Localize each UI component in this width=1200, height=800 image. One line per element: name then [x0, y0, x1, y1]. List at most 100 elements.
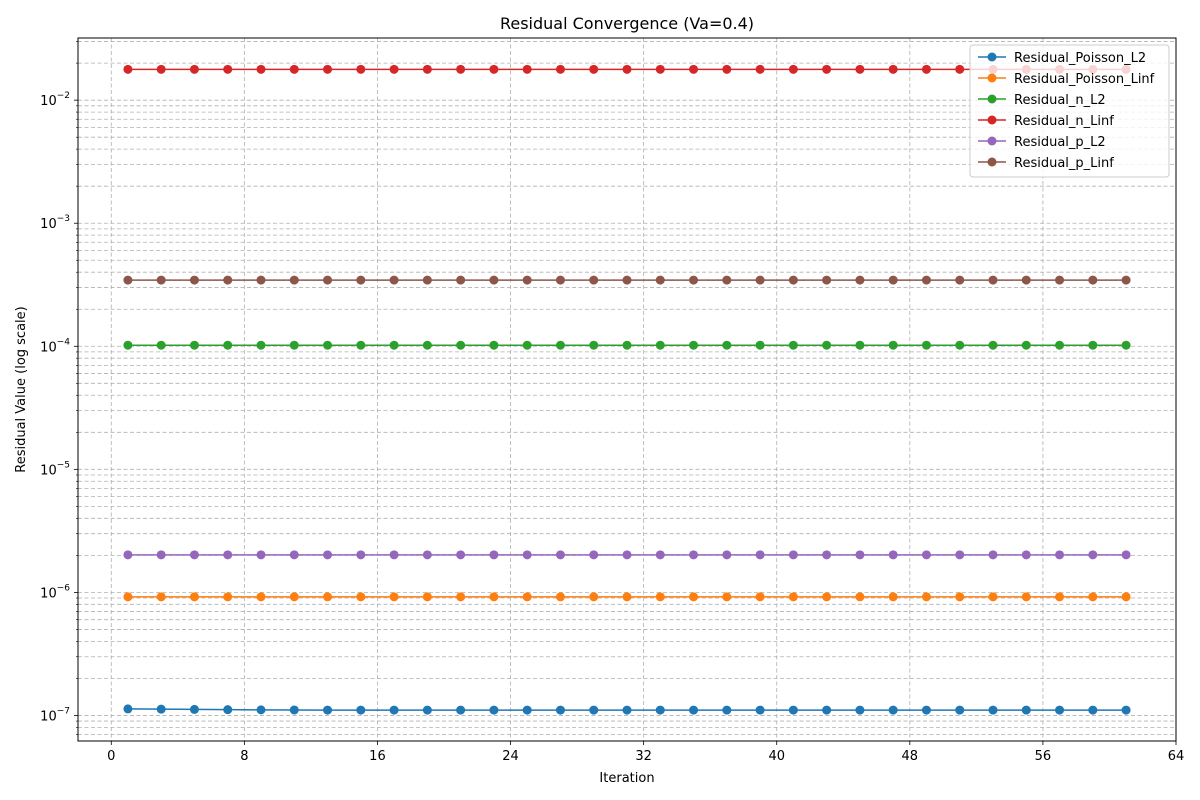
- data-point: [555, 340, 565, 350]
- data-point: [589, 340, 599, 350]
- data-point: [822, 340, 832, 350]
- data-point: [289, 705, 299, 715]
- data-point: [589, 705, 599, 715]
- data-point: [356, 64, 366, 74]
- data-point: [988, 705, 998, 715]
- data-point: [622, 592, 632, 602]
- data-point: [722, 340, 732, 350]
- data-point: [655, 705, 665, 715]
- y-tick-base: 10: [40, 586, 57, 601]
- data-point: [755, 64, 765, 74]
- legend-item: Residual_Poisson_Linf: [978, 72, 1155, 87]
- y-tick-label: 10−7: [40, 706, 70, 724]
- data-point: [522, 340, 532, 350]
- data-point: [955, 592, 965, 602]
- data-point: [256, 705, 266, 715]
- data-point: [189, 704, 199, 714]
- data-point: [456, 705, 466, 715]
- data-point: [555, 275, 565, 285]
- data-point: [1121, 275, 1131, 285]
- data-point: [988, 592, 998, 602]
- legend-item: Residual_p_Linf: [978, 156, 1114, 171]
- data-point: [788, 340, 798, 350]
- legend-swatch-marker: [987, 73, 997, 83]
- legend-label: Residual_p_L2: [1014, 135, 1106, 150]
- data-point: [1021, 592, 1031, 602]
- data-point: [988, 275, 998, 285]
- data-point: [1055, 705, 1065, 715]
- data-point: [356, 550, 366, 560]
- data-point: [689, 64, 699, 74]
- data-point: [655, 64, 665, 74]
- y-tick-exponent: −4: [57, 337, 71, 347]
- data-point: [123, 550, 133, 560]
- data-point: [189, 550, 199, 560]
- data-point: [389, 705, 399, 715]
- data-point: [156, 550, 166, 560]
- data-point: [788, 275, 798, 285]
- data-point: [1121, 705, 1131, 715]
- x-tick-label: 32: [635, 749, 652, 764]
- data-point: [755, 340, 765, 350]
- y-tick-base: 10: [40, 217, 57, 232]
- data-point: [888, 550, 898, 560]
- y-tick-label: 10−5: [40, 460, 70, 478]
- data-point: [1055, 592, 1065, 602]
- data-point: [788, 550, 798, 560]
- data-point: [456, 64, 466, 74]
- data-point: [156, 275, 166, 285]
- data-point: [788, 705, 798, 715]
- data-point: [689, 275, 699, 285]
- data-point: [189, 64, 199, 74]
- y-tick-base: 10: [40, 94, 57, 109]
- x-tick-label: 0: [107, 749, 115, 764]
- y-axis-title: Residual Value (log scale): [14, 306, 29, 472]
- legend-box: [969, 44, 1170, 178]
- data-point: [223, 550, 233, 560]
- series-Residual_p_Linf: [123, 275, 1131, 285]
- x-tick-label: 16: [369, 749, 386, 764]
- series-Residual_Poisson_L2: [123, 704, 1131, 715]
- data-point: [855, 705, 865, 715]
- data-point: [722, 550, 732, 560]
- data-point: [456, 340, 466, 350]
- data-point: [489, 592, 499, 602]
- data-point: [123, 275, 133, 285]
- data-point: [655, 340, 665, 350]
- y-tick-exponent: −7: [57, 706, 70, 716]
- data-point: [1088, 550, 1098, 560]
- data-point: [422, 592, 432, 602]
- data-point: [622, 275, 632, 285]
- data-point: [589, 64, 599, 74]
- data-point: [123, 704, 133, 714]
- y-tick-base: 10: [40, 340, 57, 355]
- data-point: [323, 550, 333, 560]
- data-point: [822, 550, 832, 560]
- data-point: [123, 64, 133, 74]
- data-point: [1055, 340, 1065, 350]
- data-point: [256, 550, 266, 560]
- data-point: [389, 275, 399, 285]
- data-point: [123, 340, 133, 350]
- data-point: [755, 705, 765, 715]
- data-point: [888, 592, 898, 602]
- data-point: [489, 705, 499, 715]
- data-point: [855, 550, 865, 560]
- data-point: [622, 340, 632, 350]
- data-point: [622, 64, 632, 74]
- data-point: [822, 592, 832, 602]
- data-point: [1121, 340, 1131, 350]
- legend-item: Residual_n_Linf: [978, 114, 1114, 129]
- legend-label: Residual_n_L2: [1014, 93, 1106, 108]
- data-point: [788, 64, 798, 74]
- data-point: [689, 340, 699, 350]
- data-point: [189, 340, 199, 350]
- data-point: [289, 64, 299, 74]
- data-point: [555, 64, 565, 74]
- data-point: [888, 64, 898, 74]
- data-point: [955, 275, 965, 285]
- data-point: [156, 704, 166, 714]
- data-point: [456, 275, 466, 285]
- data-point: [555, 592, 565, 602]
